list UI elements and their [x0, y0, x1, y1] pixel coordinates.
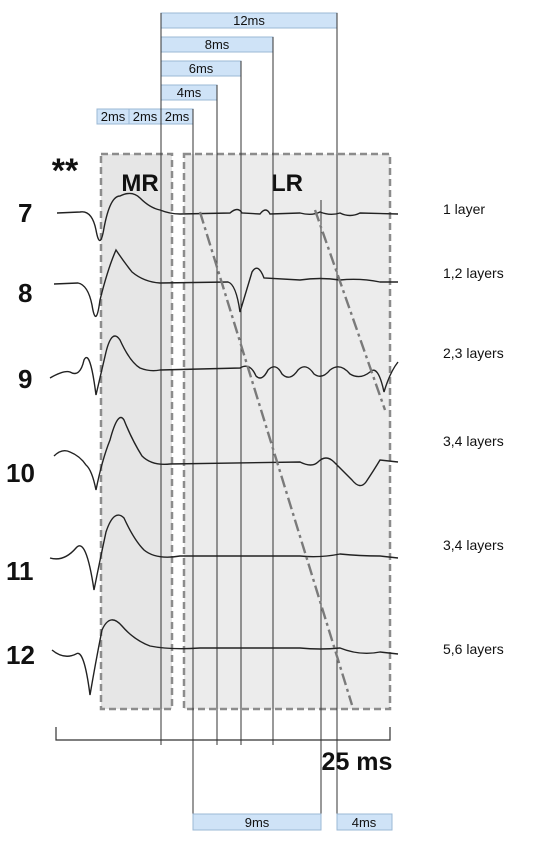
lr-region-box: [182, 152, 392, 711]
trace-row-8: [53, 248, 398, 317]
row-number-12: 12: [6, 640, 35, 670]
bottom-timing-bars: 9ms 4ms: [192, 813, 393, 831]
bar-9ms-label: 9ms: [245, 815, 270, 830]
scale-bracket-line: [55, 727, 391, 741]
significance-marker: **: [52, 152, 79, 190]
lr-label: LR: [271, 170, 303, 197]
trace-row-9: [49, 335, 399, 396]
latency-slope-lines: [198, 209, 387, 706]
layer-label-12: 5,6 layers: [443, 641, 504, 657]
layer-label-10: 3,4 layers: [443, 433, 504, 449]
slope-line-left: [198, 211, 354, 706]
bar-2ms-c-label: 2ms: [165, 109, 190, 124]
scale-bracket: [55, 727, 391, 741]
trace-row-10: [53, 416, 399, 491]
layer-label-11: 3,4 layers: [443, 537, 504, 553]
row-number-8: 8: [18, 278, 32, 308]
row-number-11: 11: [6, 556, 34, 586]
trace-row-7: [56, 192, 399, 242]
bar-6ms-label: 6ms: [189, 61, 214, 76]
bar-4ms-label: 4ms: [177, 85, 202, 100]
bar-4ms-bottom: [336, 813, 393, 831]
layer-label-8: 1,2 layers: [443, 265, 504, 281]
row-number-10: 10: [6, 458, 35, 488]
bar-8ms-label: 8ms: [205, 37, 230, 52]
bar-12ms-label: 12ms: [233, 13, 265, 28]
row-numbers: 7 8 9 10 11 12: [6, 198, 35, 670]
layer-label-9: 2,3 layers: [443, 345, 504, 361]
row-number-7: 7: [18, 198, 32, 228]
trace-row-11: [49, 514, 399, 591]
bar-9ms: [192, 813, 322, 831]
traces: [49, 192, 399, 696]
bar-2ms-b-label: 2ms: [133, 109, 158, 124]
bar-4ms-bottom-label: 4ms: [352, 815, 377, 830]
scale-label: 25 ms: [322, 748, 393, 776]
layer-label-7: 1 layer: [443, 201, 485, 217]
mr-label: MR: [121, 170, 158, 197]
layer-labels: 1 layer 1,2 layers 2,3 layers 3,4 layers…: [443, 201, 504, 657]
bar-2ms-a-label: 2ms: [101, 109, 126, 124]
trace-row-12: [51, 619, 399, 696]
row-number-9: 9: [18, 364, 32, 394]
timing-lines: [160, 13, 338, 830]
